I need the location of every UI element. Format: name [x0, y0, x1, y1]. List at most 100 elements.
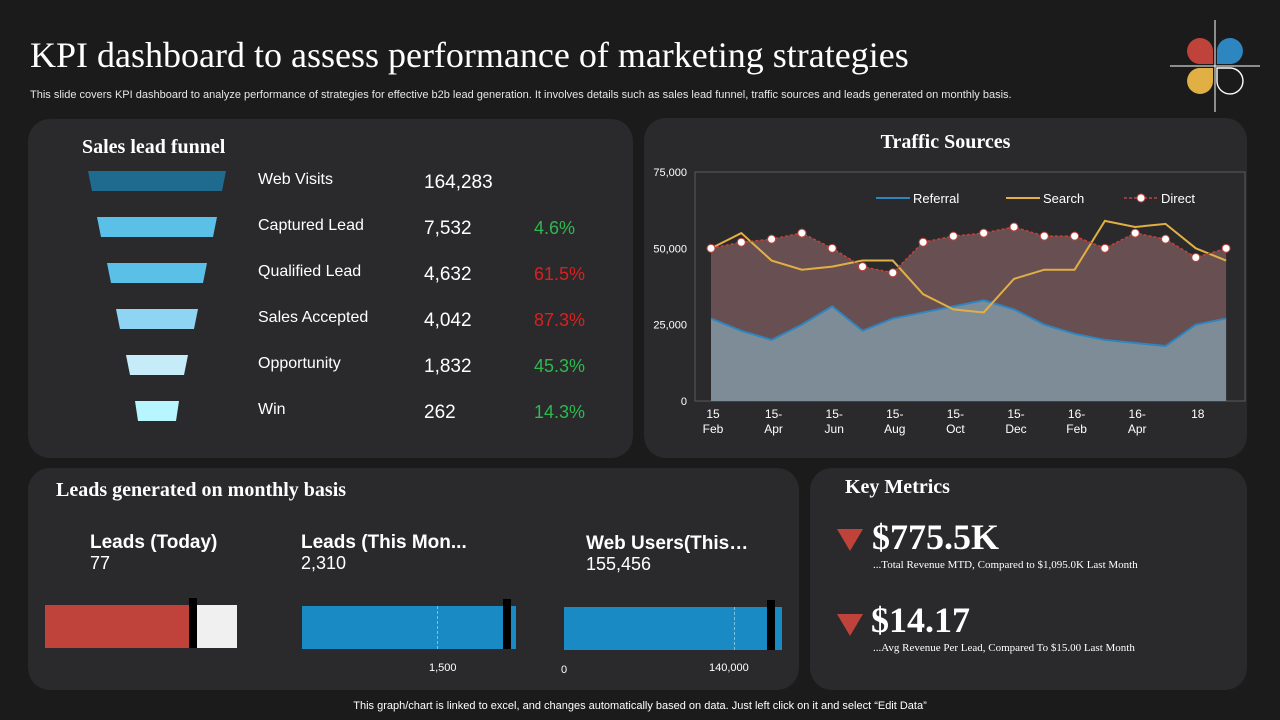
series-line-referral — [710, 299, 1227, 348]
y-tick-label: 0 — [681, 396, 687, 408]
data-point-direct — [736, 237, 746, 247]
lead-value-webusers: 155,456 — [586, 554, 652, 574]
metric-value-revenue: $775.5K — [872, 517, 1000, 557]
data-point-direct — [1009, 222, 1019, 232]
data-point-direct — [1039, 231, 1049, 241]
lead-label-webusers: Web Users(This… — [586, 533, 749, 554]
funnel-stage-name: Sales Accepted — [258, 309, 369, 326]
data-point-direct — [858, 262, 867, 272]
data-point-direct — [979, 228, 989, 238]
y-tick-label: 75,000 — [653, 167, 687, 179]
x-tick-label: 15- — [765, 407, 782, 421]
funnel-bar — [107, 263, 207, 283]
bullet-gridline — [734, 607, 736, 650]
down-arrow-icon — [837, 529, 863, 551]
bullet-target-marker — [503, 599, 512, 649]
funnel-stage-conversion: 87.3% — [534, 310, 586, 330]
data-point-direct — [1191, 252, 1201, 262]
funnel-stage-value: 7,532 — [424, 218, 472, 239]
funnel-bar — [97, 217, 217, 237]
bullet-fill — [45, 605, 193, 648]
series-line-search — [710, 219, 1227, 314]
funnel-stage-value: 1,832 — [424, 356, 472, 377]
key-metrics-panel: Key Metrics $775.5K ...Total Revenue MTD… — [810, 468, 1247, 690]
bullet-target-marker — [767, 600, 776, 650]
funnel-row: Captured Lead 7,532 4.6% — [28, 217, 633, 257]
funnel-row: Opportunity 1,832 45.3% — [28, 355, 633, 395]
traffic-sources-chart: 025,00050,00075,00015Feb15-Apr15-Jun15-A… — [653, 167, 1246, 436]
series-line-direct — [710, 226, 1227, 274]
bullet-gridline — [436, 606, 438, 649]
page-title: KPI dashboard to assess performance of m… — [30, 35, 909, 75]
funnel-stage-value: 4,042 — [424, 310, 472, 331]
funnel-title: Sales lead funnel — [82, 136, 226, 158]
data-point-direct — [1161, 234, 1170, 244]
bullet-axis-label: 140,000 — [709, 662, 749, 674]
bullet-bar-month — [302, 599, 516, 649]
funnel-bar — [135, 401, 179, 421]
data-point-direct — [888, 268, 898, 278]
data-point-direct — [827, 243, 837, 253]
x-tick-label: 15 — [706, 407, 720, 421]
x-tick-label: 16- — [1068, 407, 1085, 421]
chart-title: Traffic Sources — [880, 131, 1011, 153]
legend-label: Direct — [1161, 191, 1195, 206]
down-arrow-icon — [837, 614, 863, 636]
data-point-direct — [948, 231, 958, 241]
bullet-axis-label: 1,500 — [429, 662, 457, 674]
data-point-direct — [706, 243, 716, 253]
legend-label: Referral — [913, 191, 959, 206]
funnel-bar — [88, 171, 226, 191]
bullet-fill — [564, 607, 772, 650]
data-point-direct — [767, 234, 777, 244]
funnel-stage-conversion: 4.6% — [534, 218, 576, 238]
x-tick-label: Apr — [1128, 422, 1147, 436]
funnel-row: Sales Accepted 4,042 87.3% — [28, 309, 633, 349]
page-subtitle: This slide covers KPI dashboard to analy… — [30, 89, 1012, 101]
x-tick-label: Apr — [764, 422, 783, 436]
data-point-direct — [1221, 243, 1231, 253]
lead-value-today: 77 — [90, 553, 111, 573]
data-point-direct — [1070, 231, 1080, 241]
leads-monthly-panel: Leads generated on monthly basis Leads (… — [28, 468, 799, 690]
x-tick-label: 16- — [1129, 407, 1146, 421]
data-point-direct — [918, 237, 928, 247]
lead-value-month: 2,310 — [301, 553, 347, 573]
x-tick-label: Aug — [884, 422, 905, 436]
bullet-bar-today — [45, 598, 237, 648]
funnel-row: Win 262 14.3% — [28, 401, 633, 441]
y-tick-label: 50,000 — [653, 243, 687, 255]
metrics-title: Key Metrics — [845, 476, 950, 498]
legend-label: Search — [1043, 191, 1084, 206]
x-tick-label: Jun — [825, 422, 844, 436]
funnel-bar — [126, 355, 188, 375]
metric-value-avg-revenue: $14.17 — [871, 600, 970, 640]
funnel-stage-name: Opportunity — [258, 355, 341, 372]
series-area-referral — [711, 300, 1227, 401]
x-tick-label: Dec — [1005, 422, 1026, 436]
data-point-direct — [1130, 228, 1140, 238]
four-petal-logo-icon — [1170, 20, 1260, 112]
traffic-sources-panel: Traffic Sources 0 25,000 50,000 75,000 15 Feb… — [644, 118, 1247, 458]
data-point-direct — [797, 228, 807, 238]
funnel-stage-value: 262 — [424, 402, 456, 423]
x-tick-label: 15- — [947, 407, 964, 421]
bullet-fill — [302, 606, 508, 649]
leads-title: Leads generated on monthly basis — [56, 479, 347, 501]
x-tick-label: Oct — [946, 422, 965, 436]
funnel-stage-conversion: 45.3% — [534, 356, 586, 376]
x-tick-label: 15- — [826, 407, 843, 421]
lead-label-today: Leads (Today) — [90, 532, 218, 553]
legend-marker — [1136, 193, 1146, 203]
footer-note: This graph/chart is linked to excel, and… — [353, 700, 927, 712]
funnel-stage-name: Web Visits — [258, 171, 333, 188]
x-tick-label: Feb — [1066, 422, 1087, 436]
x-tick-label: 15- — [1007, 407, 1024, 421]
bullet-bar-webusers — [564, 600, 782, 650]
funnel-stage-conversion: 61.5% — [534, 264, 586, 284]
funnel-stage-name: Qualified Lead — [258, 263, 362, 280]
funnel-bar — [116, 309, 198, 329]
funnel-row: Web Visits 164,283 — [28, 171, 633, 211]
bullet-target-marker — [188, 598, 197, 648]
x-tick-label: 18 — [1191, 407, 1205, 421]
